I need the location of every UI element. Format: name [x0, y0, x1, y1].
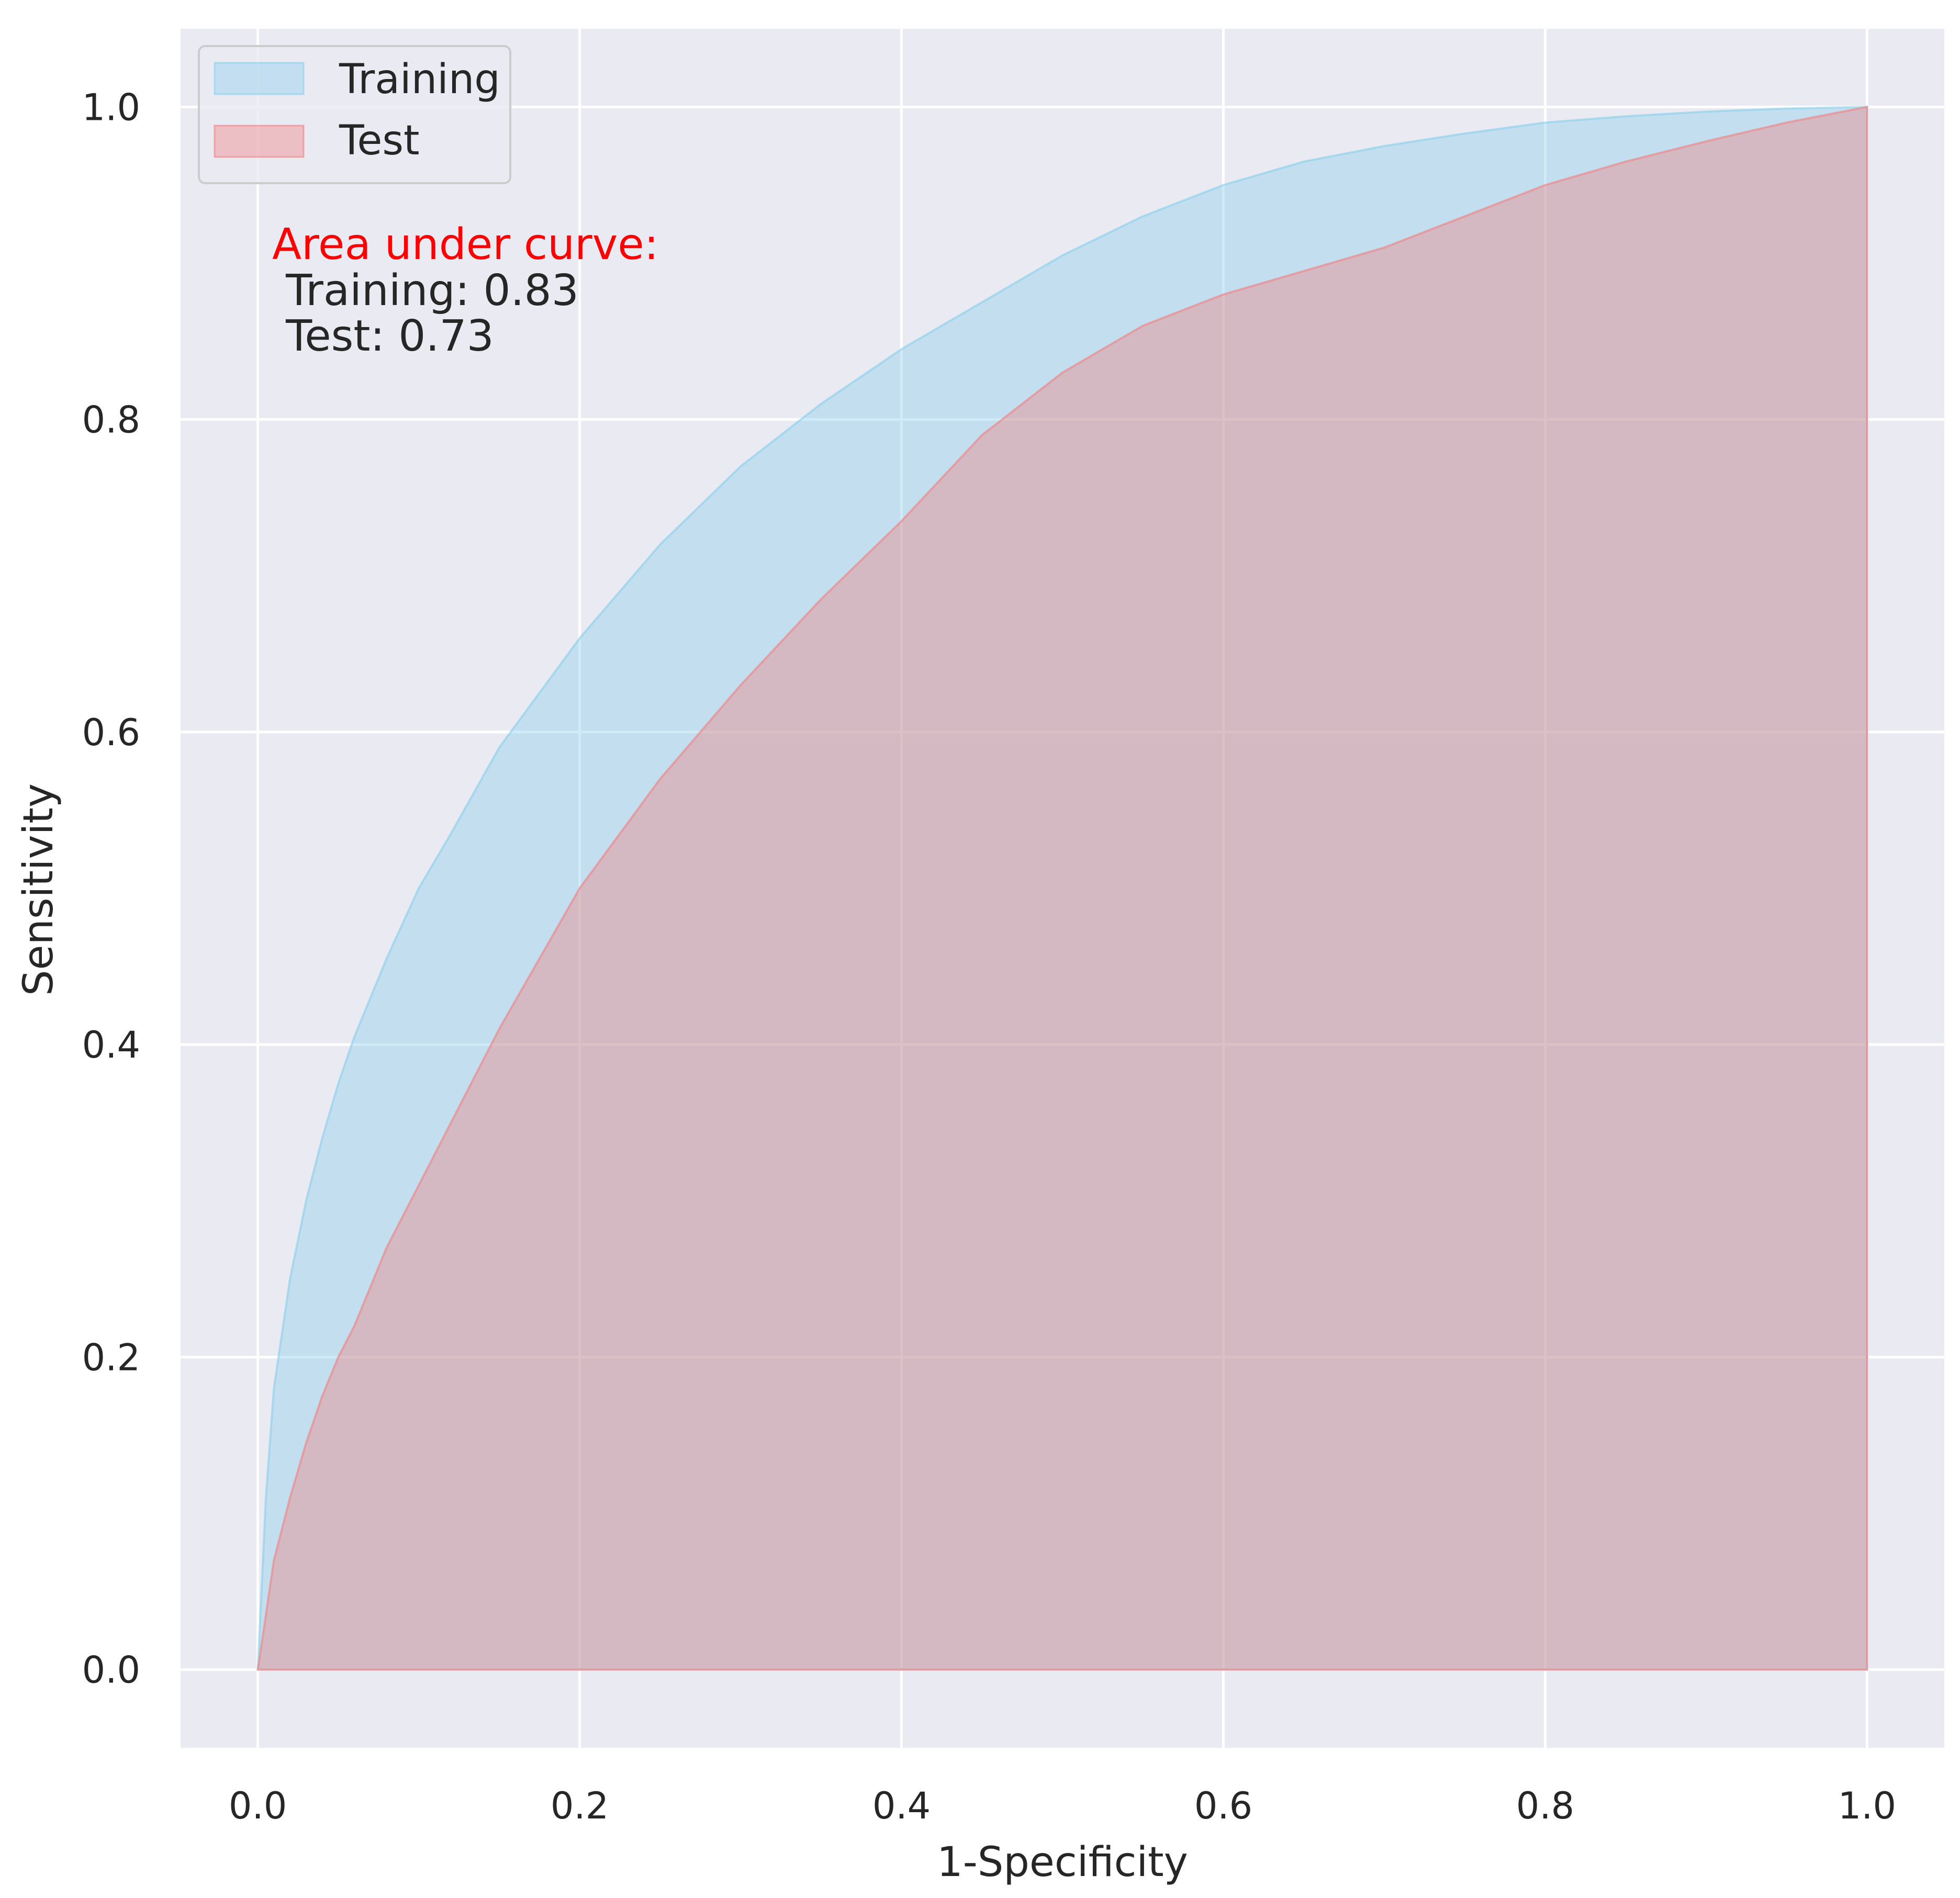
area-series: [256, 105, 1868, 1671]
x-tick-label: 0.8: [1516, 1784, 1574, 1827]
area-training: [256, 106, 1868, 1671]
x-axis-label: 1-Specificity: [937, 1839, 1188, 1886]
y-axis-label: Sensitivity: [15, 783, 62, 996]
legend-frame: [198, 45, 511, 184]
auc-training: Training: 0.83: [272, 266, 579, 316]
y-tick-label: 0.2: [82, 1336, 140, 1379]
y-tick-label: 0.4: [82, 1024, 140, 1066]
y-tick-label: 0.6: [82, 711, 140, 754]
legend-swatch-test: [214, 125, 305, 158]
x-tick-labels: 0.0 0.2 0.4 0.6 0.8 1.0: [229, 1784, 1896, 1827]
x-tick-label: 0.6: [1194, 1784, 1252, 1827]
area-test: [256, 105, 1868, 1671]
legend-label-test: Test: [339, 117, 420, 164]
auc-test: Test: 0.73: [272, 311, 494, 361]
y-tick-label: 0.0: [82, 1649, 140, 1692]
plot-area: [181, 29, 1944, 1748]
x-tick-label: 0.0: [229, 1784, 287, 1827]
legend: Training Test: [198, 45, 511, 184]
y-tick-label: 0.8: [82, 399, 140, 442]
auc-title: Area under curve:: [272, 220, 658, 269]
legend-swatch-training: [214, 62, 305, 95]
legend-label-training: Training: [339, 56, 500, 103]
y-tick-labels: 0.0 0.2 0.4 0.6 0.8 1.0: [82, 86, 140, 1691]
y-tick-label: 1.0: [82, 86, 140, 129]
x-tick-label: 1.0: [1838, 1784, 1896, 1827]
x-tick-label: 0.4: [872, 1784, 931, 1827]
x-tick-label: 0.2: [551, 1784, 609, 1827]
